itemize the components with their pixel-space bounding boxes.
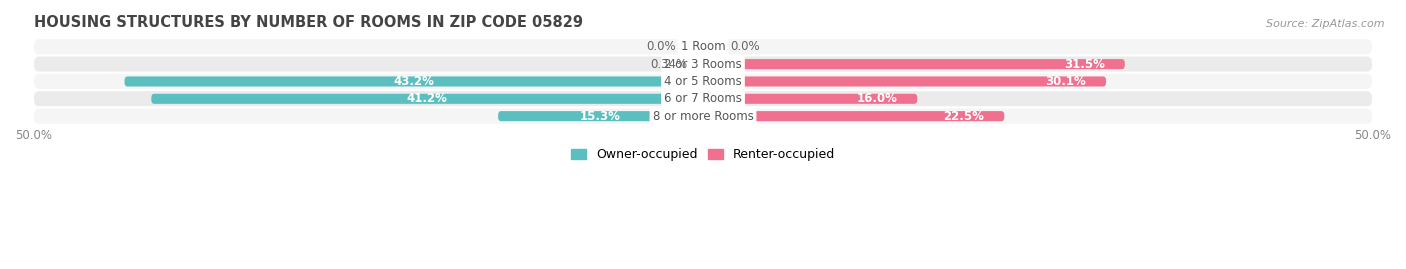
FancyBboxPatch shape: [32, 55, 1374, 73]
Text: 43.2%: 43.2%: [394, 75, 434, 88]
Text: 31.5%: 31.5%: [1064, 58, 1105, 71]
Text: 8 or more Rooms: 8 or more Rooms: [652, 110, 754, 123]
Text: 16.0%: 16.0%: [856, 92, 897, 105]
FancyBboxPatch shape: [703, 111, 1004, 121]
Text: 1 Room: 1 Room: [681, 40, 725, 53]
FancyBboxPatch shape: [32, 90, 1374, 108]
Text: 0.0%: 0.0%: [730, 40, 759, 53]
Text: 2 or 3 Rooms: 2 or 3 Rooms: [664, 58, 742, 71]
Text: 6 or 7 Rooms: 6 or 7 Rooms: [664, 92, 742, 105]
FancyBboxPatch shape: [32, 38, 1374, 55]
Text: 0.0%: 0.0%: [647, 40, 676, 53]
Legend: Owner-occupied, Renter-occupied: Owner-occupied, Renter-occupied: [567, 143, 839, 166]
Text: 30.1%: 30.1%: [1045, 75, 1085, 88]
FancyBboxPatch shape: [498, 111, 703, 121]
FancyBboxPatch shape: [32, 108, 1374, 125]
FancyBboxPatch shape: [703, 59, 1125, 69]
Text: 22.5%: 22.5%: [943, 110, 984, 123]
Text: 41.2%: 41.2%: [406, 92, 447, 105]
Text: 0.34%: 0.34%: [651, 58, 688, 71]
Text: 4 or 5 Rooms: 4 or 5 Rooms: [664, 75, 742, 88]
FancyBboxPatch shape: [699, 59, 703, 69]
FancyBboxPatch shape: [32, 73, 1374, 90]
FancyBboxPatch shape: [125, 76, 703, 87]
Text: HOUSING STRUCTURES BY NUMBER OF ROOMS IN ZIP CODE 05829: HOUSING STRUCTURES BY NUMBER OF ROOMS IN…: [34, 15, 582, 30]
FancyBboxPatch shape: [703, 94, 917, 104]
Text: Source: ZipAtlas.com: Source: ZipAtlas.com: [1267, 19, 1385, 29]
Text: 15.3%: 15.3%: [581, 110, 621, 123]
FancyBboxPatch shape: [703, 76, 1107, 87]
FancyBboxPatch shape: [152, 94, 703, 104]
